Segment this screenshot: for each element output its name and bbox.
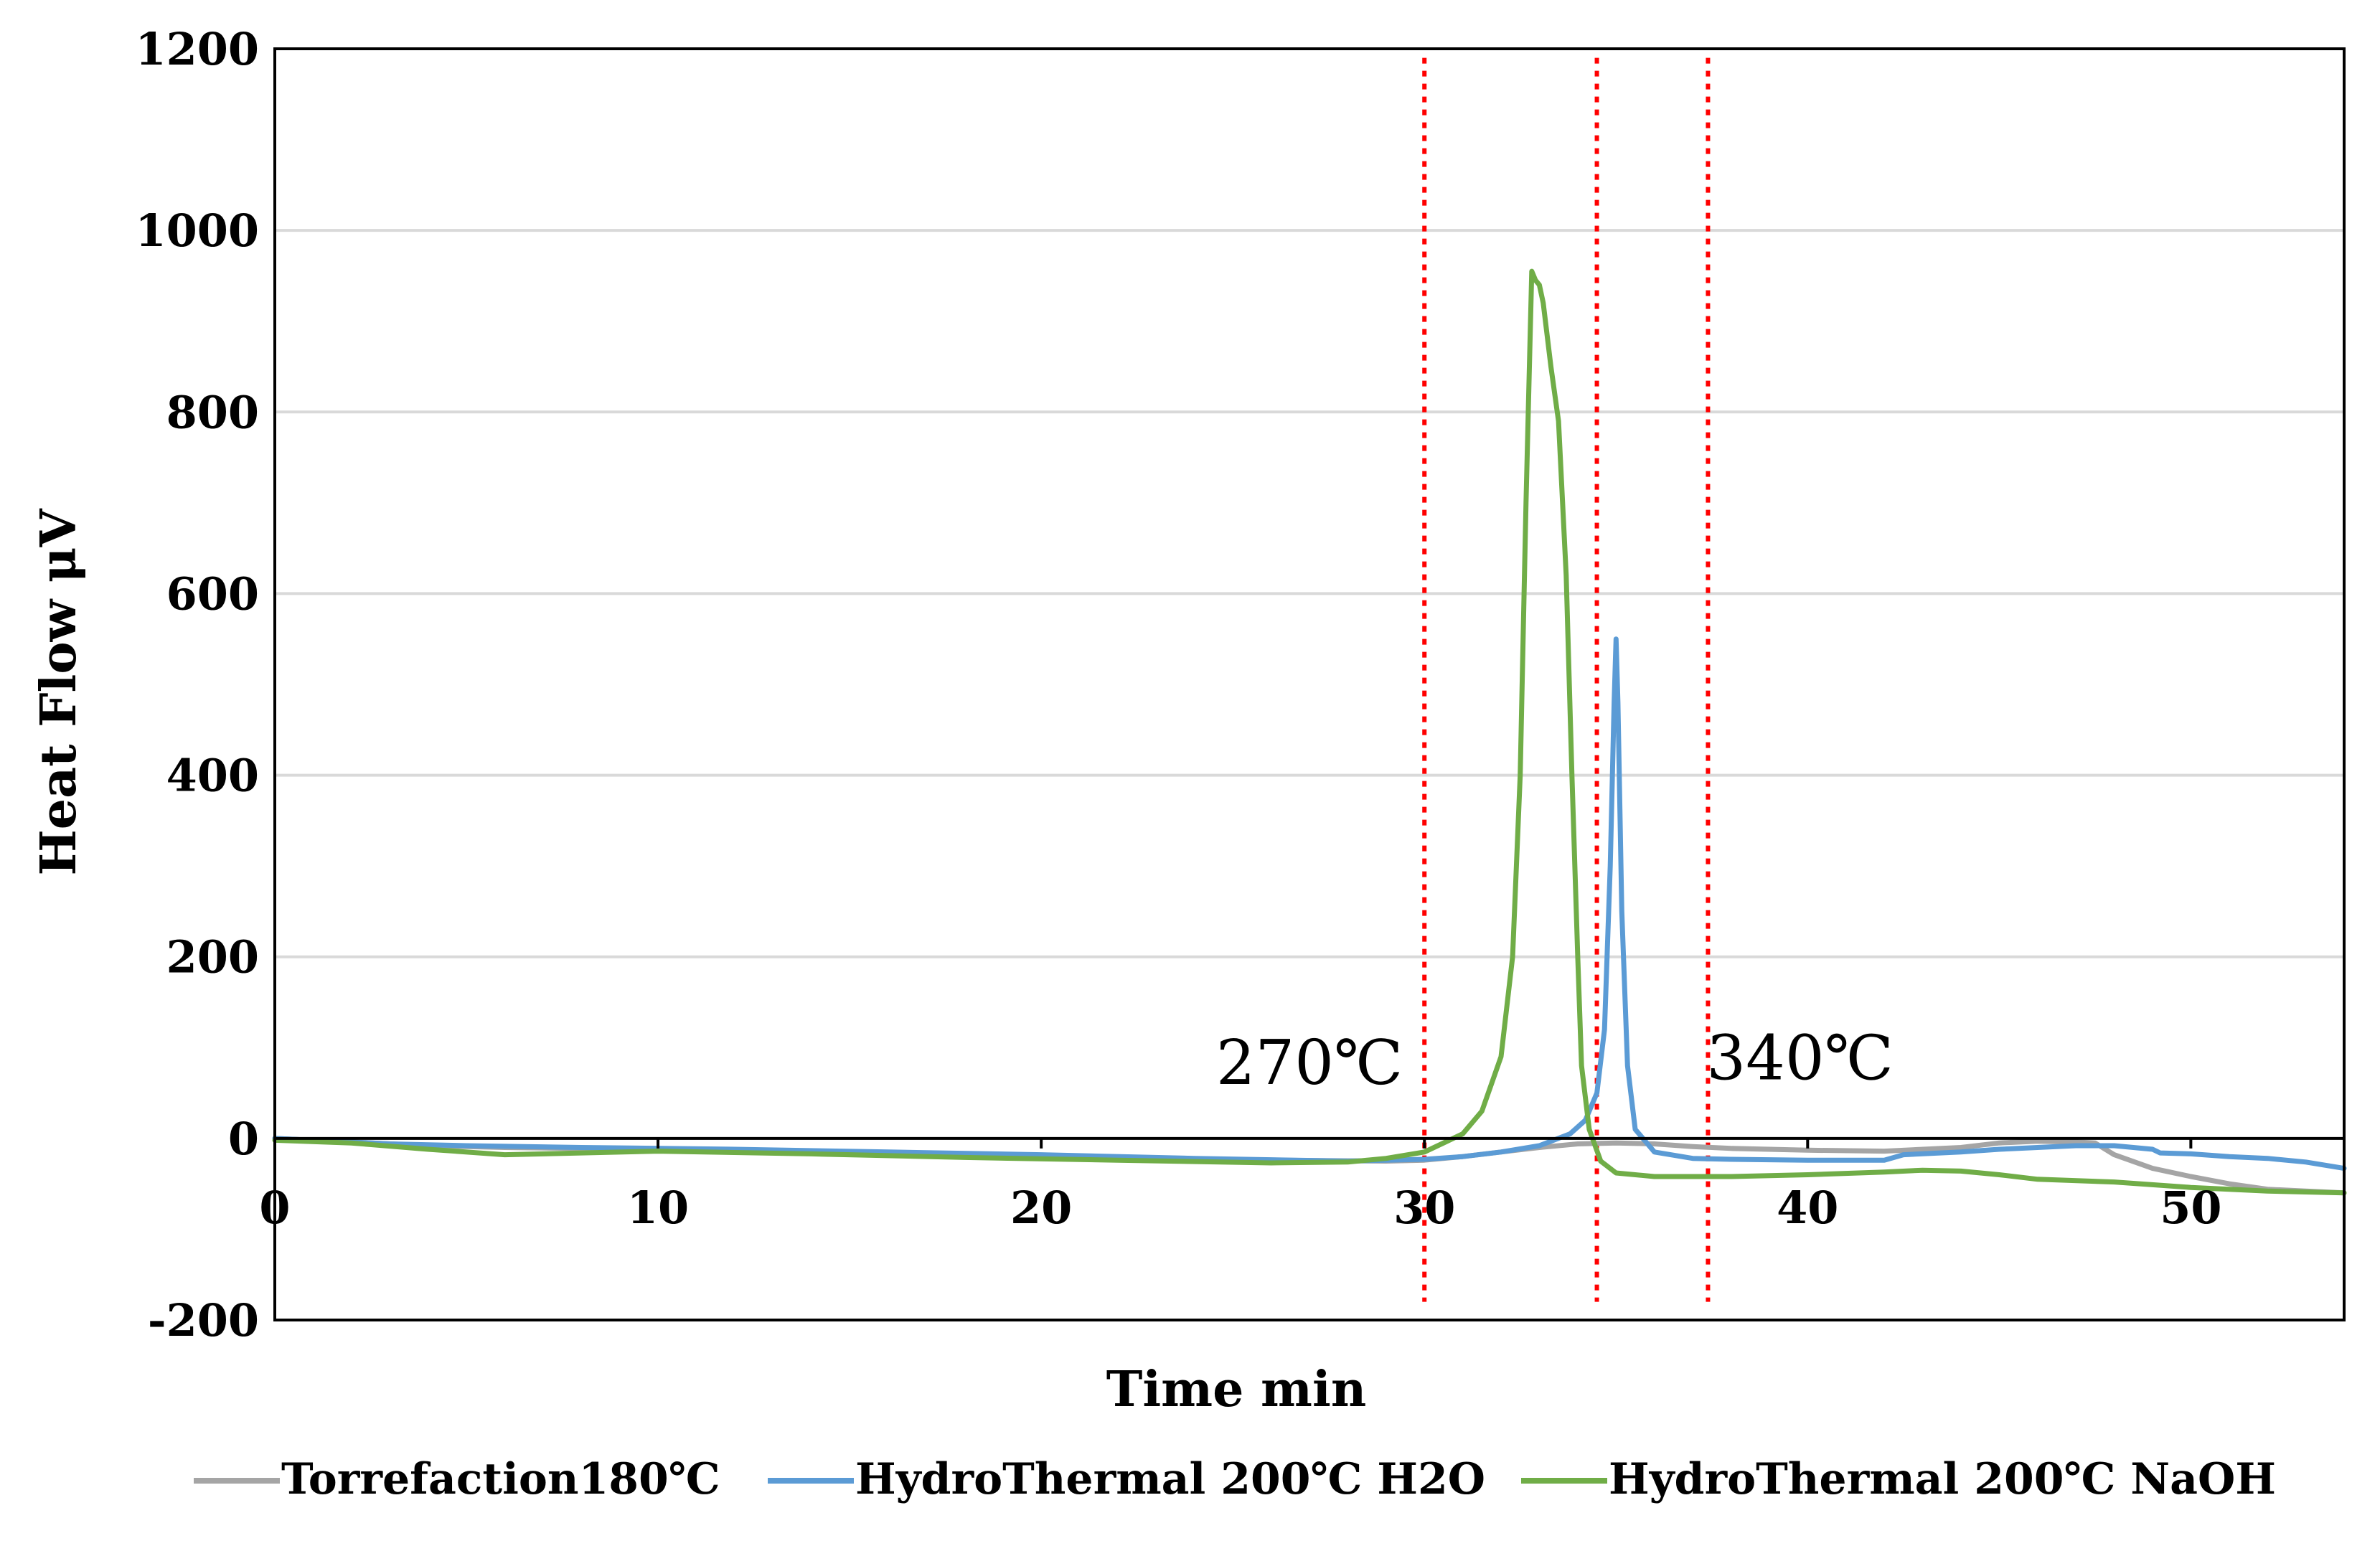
plot-frame bbox=[273, 47, 2346, 1321]
legend: Torrefaction180℃ HydroThermal 200℃ H2O Hyd… bbox=[194, 1454, 2276, 1504]
y-axis-title: Heat Flow μV bbox=[30, 508, 88, 875]
y-tick-label-7: 1200 bbox=[135, 23, 259, 75]
annotations: 270℃ 340℃ bbox=[1216, 1023, 1894, 1099]
y-tick-label-2: 200 bbox=[166, 931, 259, 984]
legend-label-0: Torrefaction180℃ bbox=[281, 1454, 720, 1504]
x-tick-label-1: 10 bbox=[627, 1182, 689, 1234]
x-tick-label-0: 0 bbox=[259, 1182, 290, 1234]
y-tick-label-5: 800 bbox=[166, 386, 259, 438]
y-tick-label-3: 400 bbox=[166, 750, 259, 802]
x-tick-label-4: 40 bbox=[1777, 1182, 1838, 1234]
gridlines bbox=[275, 229, 2344, 958]
annotation-label-1: 340℃ bbox=[1706, 1023, 1893, 1095]
series-line-2 bbox=[272, 268, 2347, 1196]
x-tick-label-2: 20 bbox=[1010, 1182, 1072, 1234]
axes bbox=[273, 47, 2346, 1321]
x-axis-title: Time min bbox=[1106, 1361, 1367, 1418]
tick-labels: -200 0 200 400 600 800 1000 1200 0 10 20 30 40 50 bbox=[135, 23, 2221, 1347]
x-tick-label-5: 50 bbox=[2160, 1182, 2221, 1234]
y-tick-label-6: 1000 bbox=[135, 204, 259, 257]
y-tick-label-1: 0 bbox=[228, 1113, 259, 1165]
legend-label-2: HydroThermal 200℃ NaOH bbox=[1609, 1454, 2276, 1504]
x-tick-label-3: 30 bbox=[1393, 1182, 1455, 1234]
legend-label-1: HydroThermal 200℃ H2O bbox=[855, 1454, 1485, 1504]
annotation-label-0: 270℃ bbox=[1216, 1027, 1403, 1099]
y-tick-label-0: -200 bbox=[148, 1294, 259, 1347]
series-line-1 bbox=[272, 636, 2347, 1172]
series-lines bbox=[272, 268, 2347, 1196]
y-tick-label-4: 600 bbox=[166, 567, 259, 620]
